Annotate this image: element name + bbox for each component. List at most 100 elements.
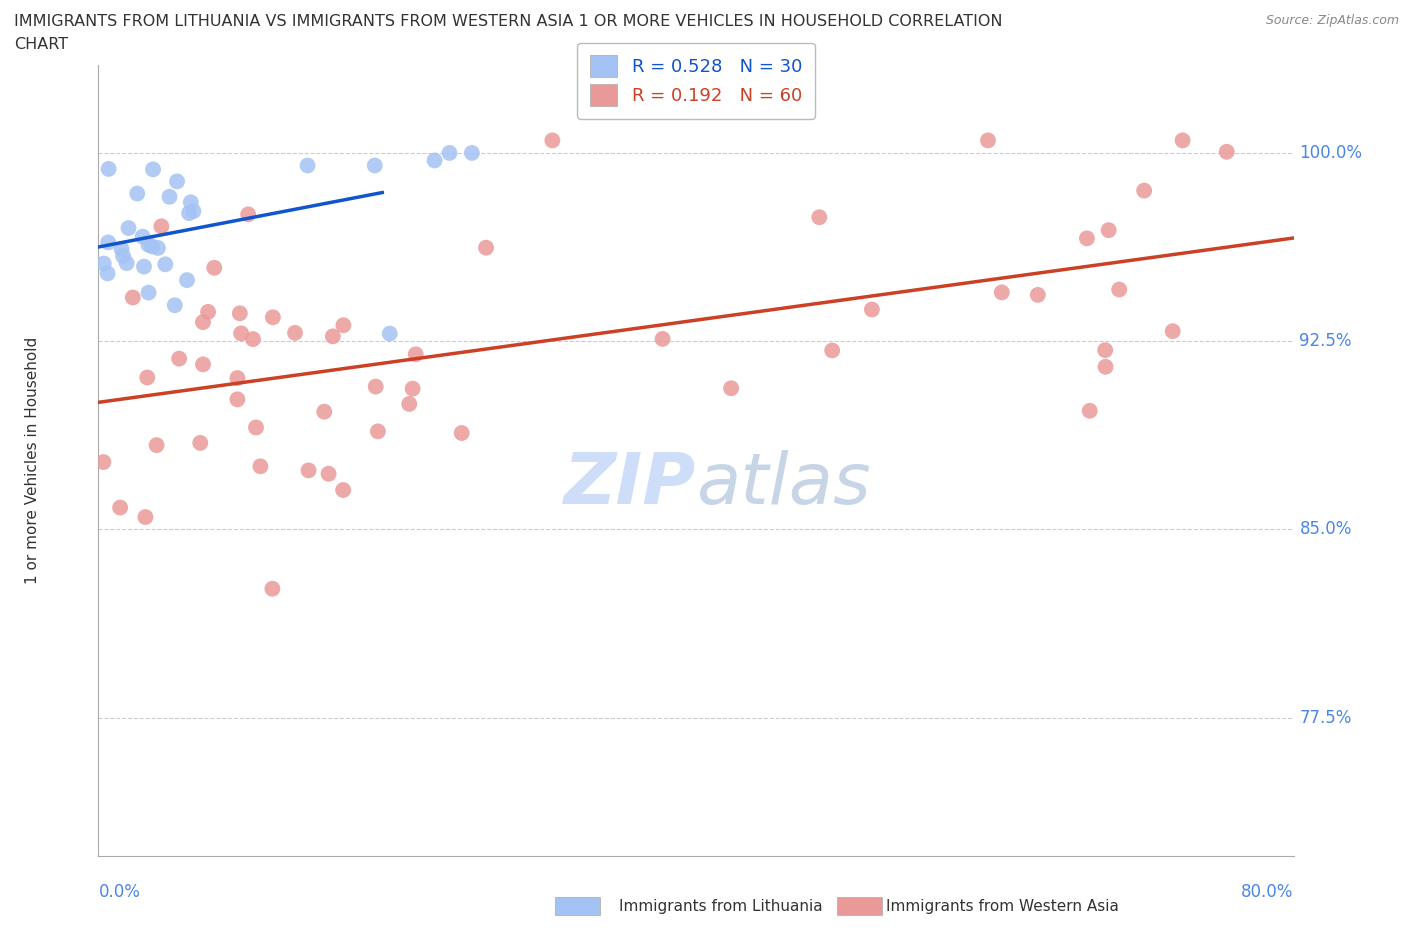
- Point: [188, 435, 211, 450]
- Point: [1098, 222, 1121, 237]
- Point: [1161, 324, 1184, 339]
- Point: [229, 306, 252, 321]
- Point: [262, 310, 284, 325]
- Point: [142, 162, 165, 177]
- Text: CHART: CHART: [14, 37, 67, 52]
- Point: [167, 352, 190, 366]
- Point: [108, 500, 131, 515]
- Point: [1133, 183, 1156, 198]
- Point: [97, 162, 120, 177]
- Point: [475, 240, 498, 255]
- Point: [860, 302, 883, 317]
- Point: [191, 314, 214, 329]
- Point: [163, 298, 186, 312]
- Point: [177, 206, 200, 220]
- Point: [297, 158, 319, 173]
- Point: [155, 257, 177, 272]
- Point: [651, 331, 673, 346]
- Point: [332, 318, 354, 333]
- Point: [202, 260, 225, 275]
- Point: [191, 357, 214, 372]
- Point: [808, 210, 831, 225]
- Point: [1215, 144, 1237, 159]
- Point: [297, 463, 319, 478]
- Point: [117, 220, 139, 235]
- Point: [226, 371, 249, 386]
- Text: Immigrants from Lithuania: Immigrants from Lithuania: [619, 899, 823, 914]
- Point: [977, 133, 1000, 148]
- Point: [990, 285, 1012, 299]
- Text: 80.0%: 80.0%: [1241, 884, 1294, 901]
- Text: ZIP: ZIP: [564, 449, 696, 519]
- Point: [150, 219, 173, 233]
- Legend: R = 0.528   N = 30, R = 0.192   N = 60: R = 0.528 N = 30, R = 0.192 N = 60: [578, 43, 814, 119]
- Text: 1 or more Vehicles in Household: 1 or more Vehicles in Household: [25, 337, 41, 584]
- Point: [197, 304, 219, 319]
- Point: [720, 380, 742, 395]
- Point: [314, 405, 336, 419]
- Point: [423, 153, 446, 168]
- Text: atlas: atlas: [696, 449, 870, 519]
- Point: [226, 392, 249, 406]
- Point: [378, 326, 401, 341]
- Point: [322, 329, 344, 344]
- Point: [121, 290, 143, 305]
- Point: [145, 438, 167, 453]
- Text: Immigrants from Western Asia: Immigrants from Western Asia: [886, 899, 1119, 914]
- Point: [401, 381, 423, 396]
- Point: [138, 237, 160, 252]
- Point: [364, 158, 387, 173]
- Point: [138, 286, 160, 300]
- Point: [821, 343, 844, 358]
- Point: [1078, 404, 1101, 418]
- Point: [112, 248, 135, 263]
- Point: [398, 396, 420, 411]
- Point: [134, 510, 156, 525]
- Point: [127, 186, 149, 201]
- Point: [93, 256, 115, 271]
- Point: [238, 206, 260, 221]
- Point: [110, 242, 132, 257]
- Point: [1094, 343, 1116, 358]
- Point: [262, 581, 284, 596]
- Point: [1108, 282, 1130, 297]
- Point: [245, 420, 267, 435]
- Point: [1026, 287, 1049, 302]
- Point: [136, 370, 159, 385]
- Point: [364, 379, 387, 394]
- Point: [541, 133, 564, 148]
- Point: [132, 259, 155, 274]
- Point: [1171, 133, 1194, 148]
- Point: [115, 256, 138, 271]
- Point: [159, 190, 181, 205]
- Text: Source: ZipAtlas.com: Source: ZipAtlas.com: [1265, 14, 1399, 27]
- Point: [450, 426, 472, 441]
- Point: [176, 272, 198, 287]
- Point: [332, 483, 354, 498]
- Point: [146, 241, 169, 256]
- Point: [284, 326, 307, 340]
- Point: [242, 332, 264, 347]
- Point: [1076, 231, 1098, 246]
- Text: 92.5%: 92.5%: [1299, 332, 1353, 351]
- Point: [180, 194, 202, 209]
- Text: 77.5%: 77.5%: [1299, 709, 1353, 726]
- Text: 85.0%: 85.0%: [1299, 521, 1353, 538]
- Point: [461, 145, 484, 160]
- Point: [141, 239, 163, 254]
- Point: [249, 458, 271, 473]
- Point: [231, 326, 253, 340]
- Text: IMMIGRANTS FROM LITHUANIA VS IMMIGRANTS FROM WESTERN ASIA 1 OR MORE VEHICLES IN : IMMIGRANTS FROM LITHUANIA VS IMMIGRANTS …: [14, 14, 1002, 29]
- Point: [367, 424, 389, 439]
- Point: [318, 466, 340, 481]
- Point: [166, 174, 188, 189]
- Text: 100.0%: 100.0%: [1299, 144, 1362, 162]
- Text: 0.0%: 0.0%: [98, 884, 141, 901]
- Point: [97, 235, 120, 250]
- Point: [97, 266, 120, 281]
- Point: [405, 347, 427, 362]
- Point: [439, 145, 461, 160]
- Point: [93, 455, 115, 470]
- Point: [131, 229, 153, 244]
- Point: [1094, 359, 1116, 374]
